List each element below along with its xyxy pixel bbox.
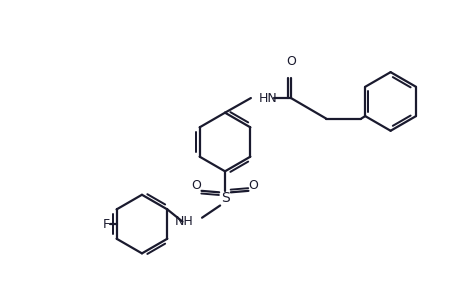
Text: F: F bbox=[102, 218, 109, 231]
Text: NH: NH bbox=[175, 215, 193, 228]
Text: O: O bbox=[286, 55, 296, 68]
Text: HN: HN bbox=[259, 91, 278, 105]
Text: O: O bbox=[248, 179, 258, 193]
Text: O: O bbox=[192, 179, 202, 193]
Text: S: S bbox=[220, 191, 230, 205]
